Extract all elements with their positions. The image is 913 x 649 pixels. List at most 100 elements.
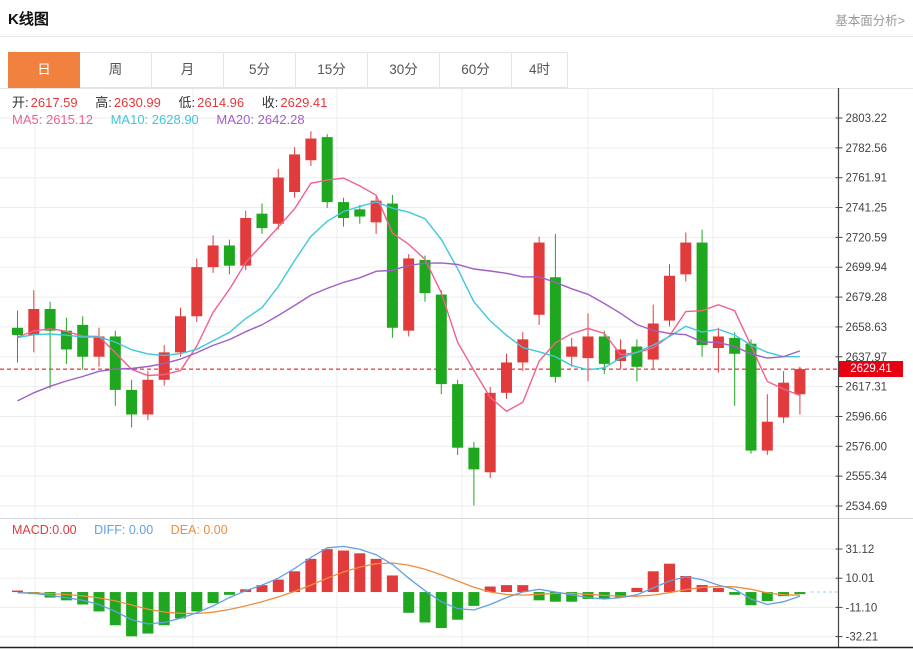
macd-bar <box>142 592 154 634</box>
candle-body <box>664 275 675 321</box>
macd-bar <box>696 584 708 593</box>
macd-value: 0.00 <box>52 523 77 537</box>
axis-tick-label: 2534.69 <box>846 501 888 513</box>
high-value: 2630.99 <box>113 95 161 110</box>
low-value: 2614.96 <box>197 95 245 110</box>
macd-bar <box>126 592 138 637</box>
macd-bar <box>109 592 121 626</box>
tab-60min[interactable]: 60分 <box>440 52 512 88</box>
macd-bar <box>305 558 317 593</box>
ma20-value: 2642.28 <box>257 112 305 127</box>
macd-bar <box>60 592 72 601</box>
macd-bar <box>794 592 806 595</box>
diff-value: 0.00 <box>128 523 154 537</box>
candle-body <box>142 379 154 415</box>
macd-bar <box>175 592 186 619</box>
axis-tick-label: 2576.00 <box>846 441 888 453</box>
candle-body <box>28 309 40 336</box>
candle-body <box>44 309 56 331</box>
candle-body <box>126 389 138 415</box>
ma10-value: 2628.90 <box>151 112 199 127</box>
axis-tick-label: 2596.66 <box>846 411 888 423</box>
macd-bar <box>354 553 366 593</box>
candle-body <box>191 267 203 317</box>
candle-body <box>647 323 659 360</box>
tab-4hour[interactable]: 4时 <box>512 52 568 88</box>
tab-5min[interactable]: 5分 <box>224 52 296 88</box>
tab-30min[interactable]: 30分 <box>368 52 440 88</box>
macd-bar <box>191 592 203 612</box>
axis-tick-label: 2617.31 <box>846 382 888 394</box>
candle-body <box>109 336 121 390</box>
axis-tick-label: 2741.25 <box>846 203 888 215</box>
candle-body <box>321 137 333 203</box>
macd-bar <box>452 592 464 620</box>
low-label: 低: <box>178 95 196 110</box>
diff-label: DIFF: <box>94 523 126 537</box>
candle-body <box>631 346 643 367</box>
candle-body <box>158 352 170 380</box>
title-divider <box>0 36 913 37</box>
dea-label: DEA: <box>170 523 200 537</box>
candle-body <box>354 209 366 217</box>
tab-month[interactable]: 月 <box>152 52 224 88</box>
macd-bar <box>582 592 594 599</box>
candle-body <box>403 258 415 331</box>
macd-bar <box>370 558 382 593</box>
candle-body <box>794 369 806 395</box>
candle-body <box>696 242 708 346</box>
candle-body <box>680 242 692 275</box>
candle-body <box>468 447 480 470</box>
candle-body <box>223 245 235 266</box>
macd-bar <box>256 585 268 593</box>
macd-bar <box>93 592 105 612</box>
ma20-line <box>17 262 801 402</box>
macd-bar <box>289 571 301 593</box>
candle-body <box>452 384 464 448</box>
axis-tick-label: 2761.91 <box>846 173 888 185</box>
macd-label: MACD: <box>12 523 53 537</box>
candle-body <box>386 203 398 328</box>
fundamental-analysis-link[interactable]: 基本面分析> <box>835 14 905 28</box>
macd-bar <box>647 571 659 593</box>
macd-bar <box>419 592 431 623</box>
candle-body <box>778 382 790 418</box>
high-label: 高: <box>95 95 112 110</box>
diff-line <box>17 545 801 625</box>
tab-week[interactable]: 周 <box>80 52 152 88</box>
ohlc-info-bar: 开: 2617.59 高: 2630.99 低: 2614.96 收: 2629.41 <box>12 92 327 111</box>
period-tabbar: 日 周 月 5分 15分 30分 60分 4时 <box>8 52 568 88</box>
macd-bar <box>664 563 675 593</box>
macd-bar <box>729 592 741 595</box>
chart-area[interactable]: 2803.22 2782.56 2761.91 2741.25 2720.59 2699.… <box>0 88 913 649</box>
candle-body <box>549 277 561 377</box>
candle-body <box>272 177 284 224</box>
macd-bar <box>158 592 170 626</box>
ma10-line <box>17 201 800 371</box>
candle-body <box>60 330 72 350</box>
macd-bar <box>761 592 773 602</box>
candle-body <box>517 339 529 363</box>
open-value: 2617.59 <box>30 95 78 110</box>
axis-tick-label: 2658.63 <box>846 322 888 334</box>
axis-tick-label: 31.12 <box>846 544 875 556</box>
macd-bar <box>533 592 545 601</box>
candle-body <box>435 294 447 385</box>
current-price-badge: 2629.41 <box>839 361 903 377</box>
candle-body <box>501 362 512 393</box>
tab-day[interactable]: 日 <box>8 52 80 88</box>
macd-bar <box>501 585 512 593</box>
axis-tick-label: -11.10 <box>846 602 878 614</box>
axis-tick-label: 2555.34 <box>846 471 888 483</box>
macd-bar <box>435 592 447 629</box>
candle-body <box>533 242 545 315</box>
macd-bar <box>778 592 790 597</box>
candle-body <box>370 200 382 223</box>
close-label: 收: <box>261 95 279 110</box>
candle-body <box>305 138 317 161</box>
tab-15min[interactable]: 15分 <box>296 52 368 88</box>
macd-bar <box>403 592 415 613</box>
axis-tick-label: -32.21 <box>846 632 879 644</box>
axis-tick-label: 2679.28 <box>846 292 888 304</box>
